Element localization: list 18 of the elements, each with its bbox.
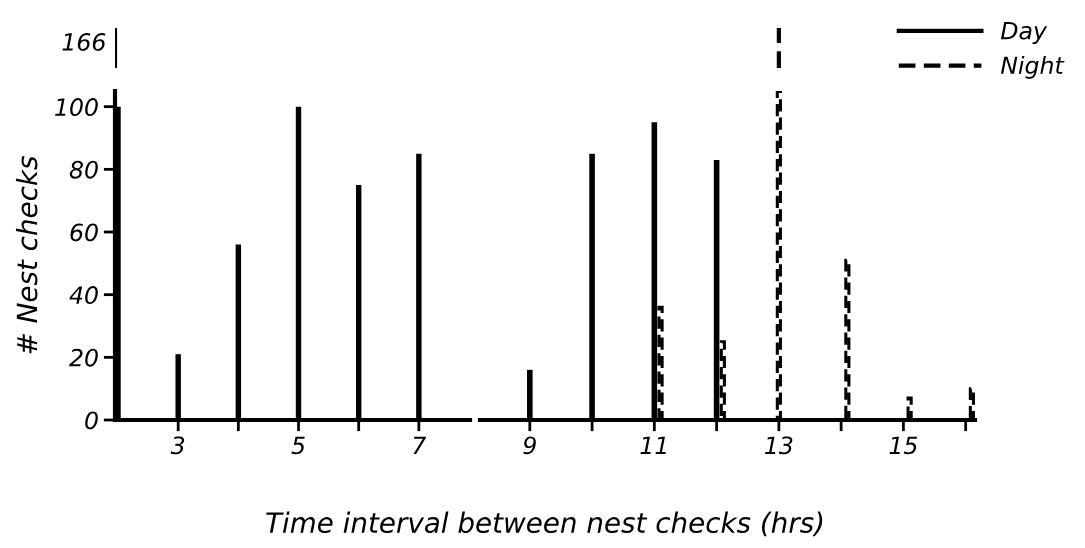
x-tick-label: 15: [889, 436, 918, 455]
y-tick-label: 80: [69, 160, 98, 179]
x-tick-label: 7: [413, 436, 427, 454]
x-tick-label: 9: [523, 436, 536, 455]
y-tick-label: 60: [70, 223, 98, 242]
y-axis-title: # Nest checks: [15, 156, 38, 354]
y-tick-label: 100: [55, 98, 98, 116]
legend-label: Night: [1000, 55, 1065, 79]
y-tick-label: 40: [69, 286, 98, 304]
legend-label: Day: [1000, 21, 1048, 45]
x-tick-label: 5: [291, 436, 305, 455]
y-tick-label: 0: [85, 411, 98, 430]
x-tick-label: 13: [765, 436, 793, 455]
x-tick-label: 3: [170, 436, 185, 455]
x-axis-title: Time interval between nest checks (hrs): [266, 511, 823, 537]
x-tick-label: 11: [640, 436, 666, 454]
text: 166: [62, 32, 106, 51]
y-tick-label: 20: [69, 348, 98, 367]
